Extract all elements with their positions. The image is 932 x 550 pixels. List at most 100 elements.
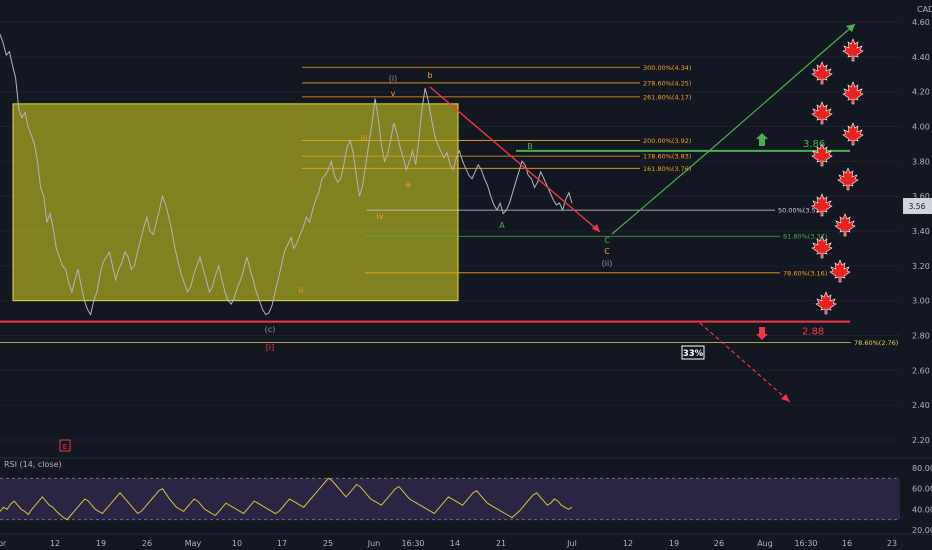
- maple-leaf-icon-8: [834, 213, 856, 237]
- wave-label-13: (c): [265, 325, 276, 334]
- rsi-pane: 80.00 60.00 40.00 20.00: [0, 457, 932, 535]
- wave-label-8: B: [527, 142, 533, 151]
- fib-label-2: 261.80%(4.17): [643, 93, 691, 101]
- time-tick-1: 12: [50, 539, 60, 548]
- wave-label-5: iv: [377, 212, 384, 221]
- maple-leaf-icon-9: [811, 235, 833, 259]
- rsi-tick-2: 40.00: [912, 505, 932, 514]
- wave-label-9: A: [499, 221, 505, 230]
- price-tick-2: 4.20: [912, 88, 930, 97]
- rsi-title: RSI (14, close): [4, 460, 62, 469]
- fib-label-4: 178.60%(3.83): [643, 153, 691, 161]
- price-tick-4: 3.80: [912, 157, 930, 166]
- decline-arrow: [429, 86, 601, 233]
- projection-down-arrowhead: [781, 394, 790, 402]
- time-tick-15: 26: [714, 539, 724, 548]
- maple-leaf-icon-2: [842, 81, 864, 105]
- price-tick-7: 3.20: [912, 262, 930, 271]
- time-tick-0: pr: [0, 539, 7, 548]
- fib-label-6: 50.00%(3.52): [778, 207, 822, 215]
- time-tick-17: 16:30: [794, 539, 817, 548]
- projection-up-arrow: [611, 23, 856, 235]
- maple-leaf-icon-4: [842, 122, 864, 146]
- decline-arrowhead: [592, 224, 600, 232]
- time-tick-7: 25: [323, 539, 333, 548]
- last-price-value: 3.56: [909, 202, 926, 211]
- down-arrow-icon: [756, 327, 768, 340]
- key-levels: 3.86 2.88: [0, 133, 850, 340]
- time-tick-10: 14: [450, 539, 460, 548]
- wave-label-10: C: [604, 236, 610, 245]
- time-tick-8: Jun: [367, 539, 381, 548]
- time-tick-6: 17: [277, 539, 287, 548]
- percent-badge-frame: [681, 345, 705, 360]
- fib-label-8: 78.60%(3.16): [783, 269, 827, 277]
- price-tick-9: 2.80: [912, 332, 930, 341]
- maple-leaf-icon-0: [842, 38, 864, 62]
- time-tick-9: 16:30: [401, 539, 424, 548]
- wave-label-2: b: [427, 71, 432, 80]
- wave-label-7: ii: [299, 286, 303, 295]
- wave-label-1: v: [391, 89, 396, 98]
- rsi-tick-0: 80.00: [912, 464, 932, 473]
- maple-leaf-icon-6: [837, 167, 859, 191]
- projection-up-arrowhead: [846, 24, 855, 32]
- time-axis[interactable]: pr 12 19 26 May 10 17 25 Jun 16:30 14 21 Jul 12 19 26 Au…: [0, 533, 932, 548]
- time-tick-12: Jul: [566, 539, 577, 548]
- price-tick-5: 3.60: [912, 192, 930, 201]
- currency-label: CAD: [917, 5, 932, 14]
- rsi-tick-1: 60.00: [912, 485, 932, 494]
- projection-down-arrow: [699, 322, 791, 403]
- maple-leaf-icon-10: [829, 259, 851, 283]
- event-marker[interactable]: E: [63, 443, 67, 451]
- price-line: [0, 34, 573, 316]
- fib-label-5: 161.80%(3.76): [643, 165, 691, 173]
- wave-label-12: (ii): [602, 259, 613, 268]
- time-tick-3: 26: [142, 539, 152, 548]
- maple-leaf-icon-3: [811, 101, 833, 125]
- rsi-band: [0, 478, 900, 520]
- last-price-tag: [903, 198, 932, 214]
- time-tick-13: 12: [623, 539, 633, 548]
- rsi-line: [0, 477, 573, 521]
- wave-label-4: a: [406, 180, 411, 189]
- resistance-label: 3.86: [803, 139, 825, 150]
- price-tick-8: 3.00: [912, 297, 930, 306]
- fib-label-0: 300.00%(4.34): [643, 64, 691, 72]
- wave-label-0: (i): [389, 74, 397, 83]
- up-arrow-icon: [756, 133, 768, 146]
- price-tick-10: 2.60: [912, 366, 930, 375]
- maple-leaf-decorations: [811, 38, 864, 315]
- time-tick-2: 19: [96, 539, 106, 548]
- price-tick-12: 2.20: [912, 436, 930, 445]
- price-tick-11: 2.40: [912, 401, 930, 410]
- fibonacci-levels: 300.00%(4.34) 278.60%(4.25) 261.80%(4.17) 2…: [0, 64, 898, 347]
- time-tick-19: 23: [887, 539, 897, 548]
- time-tick-11: 21: [496, 539, 506, 548]
- fib-label-7: 61.80%(3.37): [783, 233, 827, 241]
- time-tick-14: 19: [669, 539, 679, 548]
- time-tick-4: May: [185, 539, 202, 548]
- price-axis[interactable]: 4.60 4.40 4.20 4.00 3.80 3.60 3.40 3.20 3.00 2.80…: [912, 18, 930, 445]
- price-tick-0: 4.60: [912, 18, 930, 27]
- wave-label-11: C: [604, 247, 610, 256]
- maple-leaf-icon-11: [815, 291, 837, 315]
- percent-badge: 33%: [683, 349, 704, 359]
- fib-label-3: 200.00%(3.92): [643, 137, 691, 145]
- event-marker-frame[interactable]: [59, 439, 71, 452]
- wave-label-6: i: [291, 235, 293, 244]
- projection-arrows: [429, 23, 856, 403]
- maple-leaf-icon-5: [811, 143, 833, 167]
- rsi-tick-3: 20.00: [912, 526, 932, 535]
- consolidation-box: [12, 103, 459, 302]
- time-tick-18: 16: [842, 539, 852, 548]
- price-tick-3: 4.00: [912, 123, 930, 132]
- support-label: 2.88: [802, 327, 824, 338]
- time-tick-5: 10: [232, 539, 242, 548]
- price-tick-6: 3.40: [912, 227, 930, 236]
- fib-label-9: 78.60%(2.76): [854, 339, 898, 347]
- price-series: [0, 34, 573, 316]
- time-tick-16: Aug: [757, 539, 773, 548]
